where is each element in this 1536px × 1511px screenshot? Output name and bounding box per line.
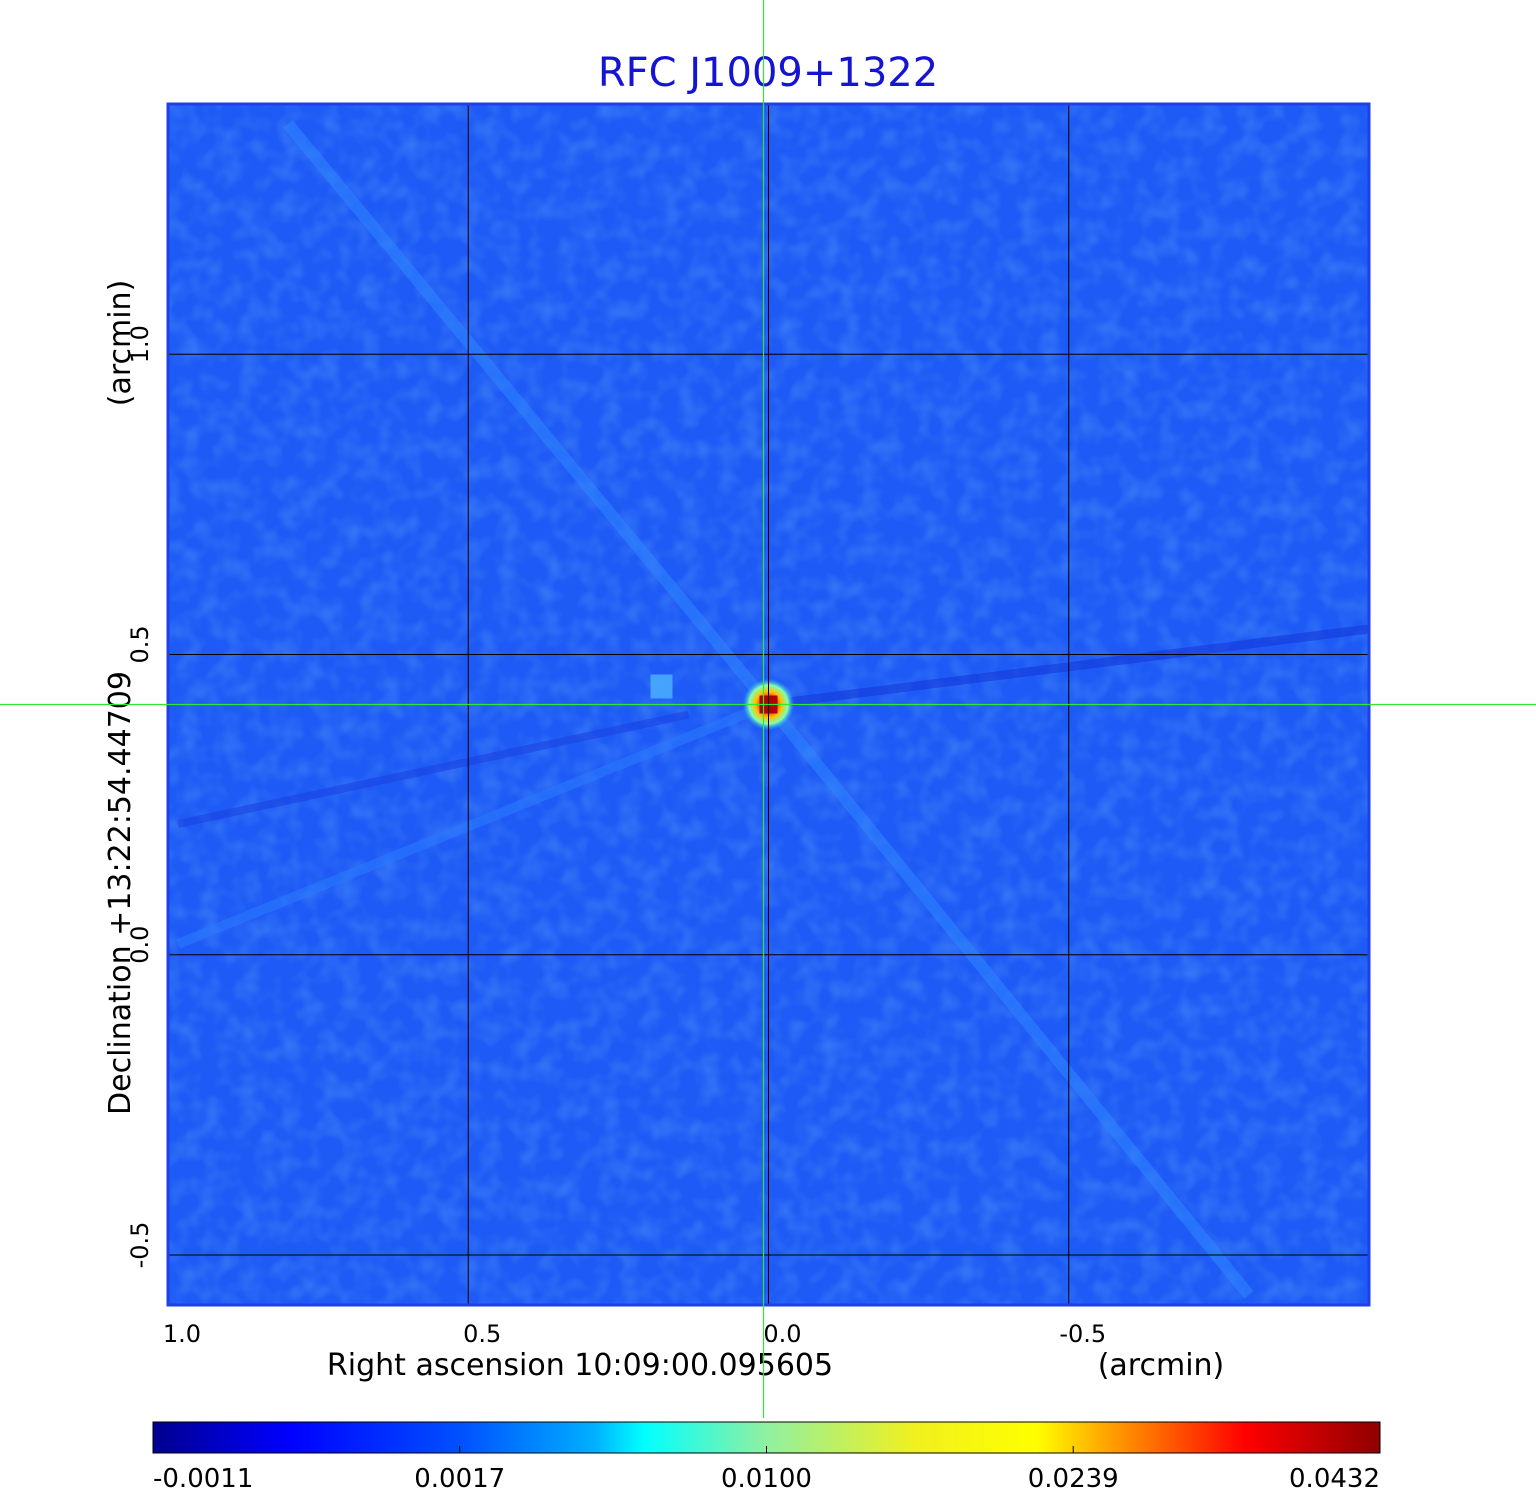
y-tick-labels: -0.5 0.0 0.5 1.0: [126, 325, 154, 1268]
sidelobe-streak: [177, 710, 690, 828]
x-tick-label: -0.5: [1059, 1320, 1106, 1348]
x-axis-unit: (arcmin): [1098, 1348, 1225, 1383]
colorbar-tick-label: 0.0017: [414, 1464, 505, 1494]
secondary-blob: [650, 674, 673, 699]
x-tick-label: 0.0: [763, 1320, 801, 1348]
y-tick-label: -0.5: [126, 1222, 154, 1269]
sidelobe-streak: [763, 700, 1254, 1299]
x-tick-labels: 1.0 0.5 0.0 -0.5: [163, 1320, 1106, 1348]
y-tick-label: 0.5: [126, 625, 154, 663]
colorbar-tick-label: 0.0239: [1028, 1464, 1119, 1494]
y-axis-label: Declination +13:22:54.44709: [103, 671, 138, 1115]
y-axis-unit: (arcmin): [103, 280, 138, 407]
x-tick-label: 1.0: [163, 1320, 201, 1348]
crosshair: [0, 0, 1536, 1418]
chart-title: RFC J1009+1322: [598, 50, 938, 96]
sidelobe-streak: [283, 120, 774, 709]
sidelobe-streak: [176, 699, 771, 949]
x-tick-label: 0.5: [463, 1320, 501, 1348]
y-tick-label: 0.0: [126, 926, 154, 964]
x-axis-label: Right ascension 10:09:00.095605: [327, 1348, 833, 1383]
colorbar-tick-labels: -0.0011 0.0017 0.0100 0.0239 0.0432: [153, 1446, 1380, 1494]
colorbar-tick-label: 0.0100: [721, 1464, 812, 1494]
colorbar-tick-label: -0.0011: [153, 1464, 253, 1494]
y-tick-label: 1.0: [126, 325, 154, 363]
colorbar-tick-label: 0.0432: [1289, 1464, 1380, 1494]
